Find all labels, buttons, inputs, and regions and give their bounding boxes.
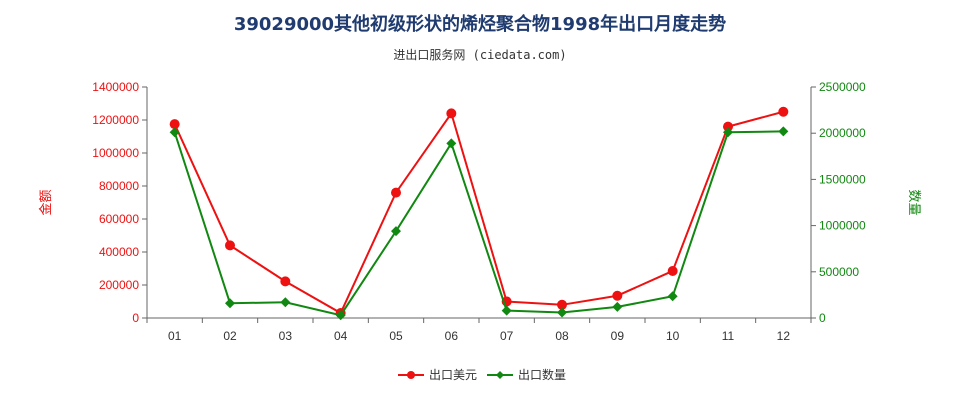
series-line-1 [173,110,784,315]
y-right-tick-label: 500000 [819,265,859,279]
x-tick-label: 03 [279,329,293,343]
y-right-tick-label: 2000000 [819,126,866,140]
x-tick-label: 06 [445,329,459,343]
series-line-2 [173,130,784,317]
data-point-amount [667,265,678,276]
data-point-amount [225,240,235,251]
x-tick-label: 07 [500,329,514,343]
y-left-tick-label: 600000 [99,212,139,226]
y-left-tick-label: 200000 [99,278,139,292]
data-point-quantity [612,301,623,312]
y-right-tick-label: 1500000 [819,172,866,186]
data-point-quantity [280,297,291,308]
data-point-quantity [557,307,567,318]
x-tick-label: 09 [611,329,625,343]
y-right-tick-label: 1000000 [819,219,866,233]
data-point-quantity [723,127,733,138]
chart-title: 39029000其他初级形状的烯烃聚合物1998年出口月度走势 [233,14,727,35]
data-point-amount [169,119,180,130]
x-tick-label: 08 [555,329,569,343]
x-tick-label: 10 [666,329,680,343]
legend-label-1: 出口美元 [429,368,477,382]
x-tick-label: 02 [223,329,237,343]
y-left-axis-title: 金额 [38,189,54,215]
data-point-quantity [169,127,180,138]
legend-label-2: 出口数量 [518,367,566,382]
data-point-amount [446,108,457,119]
x-tick-label: 11 [722,329,735,343]
data-point-amount [557,299,567,310]
y-left-tick-label: 400000 [99,245,139,259]
data-point-quantity [667,291,678,302]
y-left-tick-label: 1400000 [92,80,139,94]
legend-marker-quantity [496,371,504,379]
x-tick-label: 05 [389,329,403,343]
x-tick-label: 04 [334,329,348,343]
legend-marker-amount [407,371,415,379]
y-left-tick-label: 1000000 [92,146,139,160]
y-left-tick-label: 800000 [99,179,139,193]
x-tick-label: 12 [777,329,791,343]
data-point-amount [612,290,623,301]
data-point-amount [723,121,733,132]
data-point-amount [280,276,291,287]
x-tick-label: 01 [168,329,182,343]
data-point-quantity [335,310,346,321]
data-point-amount [778,106,789,117]
y-left-tick-label: 1200000 [92,113,139,127]
data-point-quantity [225,298,235,309]
data-point-quantity [501,305,512,316]
data-point-quantity [391,226,401,237]
data-point-amount [391,187,401,198]
y-right-tick-label: 0 [819,311,826,325]
data-point-quantity [778,126,789,137]
data-point-quantity [446,138,457,149]
chart-subtitle: 进出口服务网 (ciedata.com) [393,48,567,62]
y-right-tick-label: 2500000 [819,80,866,94]
y-right-axis-title: 数量 [906,189,921,215]
y-left-tick-label: 0 [132,311,139,325]
